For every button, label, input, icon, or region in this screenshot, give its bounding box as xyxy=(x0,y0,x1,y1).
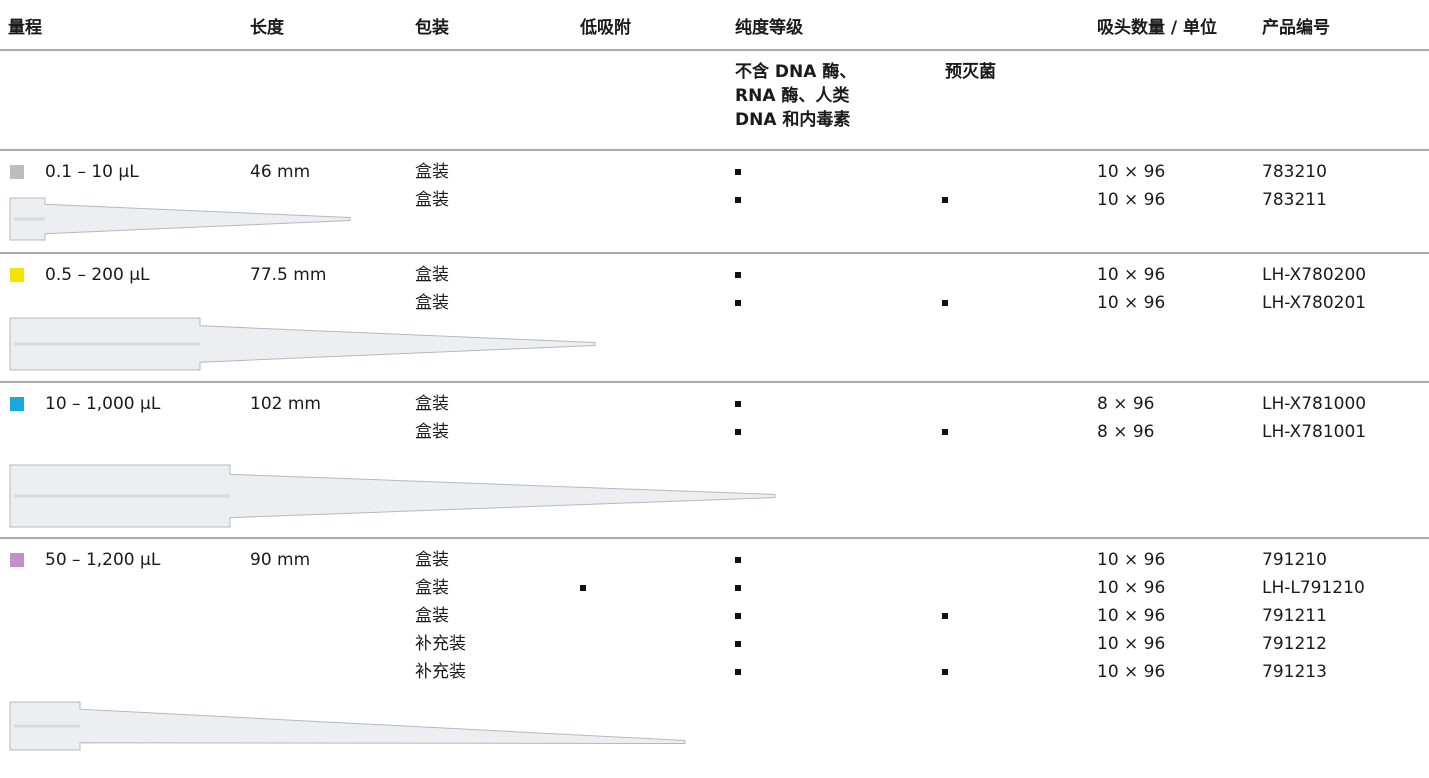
check-mark xyxy=(735,585,741,591)
check-mark xyxy=(735,557,741,563)
package: 盒装 xyxy=(415,293,449,313)
product-number: LH-L791210 xyxy=(1262,578,1365,598)
range: 50 – 1,200 µL xyxy=(45,550,161,570)
package: 盒装 xyxy=(415,550,449,570)
product-number: LH-X781000 xyxy=(1262,394,1366,414)
column-header: 纯度等级 xyxy=(735,17,803,38)
product-number: 791212 xyxy=(1262,634,1327,654)
subcolumn-header: 不含 DNA 酶、 xyxy=(735,61,856,82)
quantity: 10 × 96 xyxy=(1097,293,1165,313)
column-header: 产品编号 xyxy=(1262,17,1330,38)
product-number: 791210 xyxy=(1262,550,1327,570)
quantity: 10 × 96 xyxy=(1097,662,1165,682)
check-mark xyxy=(735,169,741,175)
check-mark xyxy=(580,585,586,591)
column-header: 长度 xyxy=(250,17,285,38)
check-mark xyxy=(735,669,741,675)
quantity: 10 × 96 xyxy=(1097,634,1165,654)
quantity: 10 × 96 xyxy=(1097,162,1165,182)
range: 0.5 – 200 µL xyxy=(45,265,150,285)
check-mark xyxy=(942,429,948,435)
column-header: 包装 xyxy=(415,17,449,38)
length: 102 mm xyxy=(250,394,321,414)
product-number: LH-X781001 xyxy=(1262,422,1366,442)
pipette-tip-illustration xyxy=(9,464,776,528)
product-number: 791213 xyxy=(1262,662,1327,682)
check-mark xyxy=(735,401,741,407)
check-mark xyxy=(942,669,948,675)
package: 盒装 xyxy=(415,265,449,285)
package: 盒装 xyxy=(415,578,449,598)
package: 补充装 xyxy=(415,634,466,654)
range-color-swatch xyxy=(10,165,24,179)
range-color-swatch xyxy=(10,397,24,411)
quantity: 10 × 96 xyxy=(1097,265,1165,285)
range: 0.1 – 10 µL xyxy=(45,162,139,182)
column-header: 吸头数量 / 单位 xyxy=(1097,17,1217,38)
product-number: LH-X780201 xyxy=(1262,293,1366,313)
pipette-tip-illustration xyxy=(9,317,596,371)
check-mark xyxy=(735,197,741,203)
product-number: 783210 xyxy=(1262,162,1327,182)
check-mark xyxy=(735,429,741,435)
check-mark xyxy=(942,197,948,203)
product-number: 791211 xyxy=(1262,606,1327,626)
quantity: 8 × 96 xyxy=(1097,422,1155,442)
package: 盒装 xyxy=(415,606,449,626)
check-mark xyxy=(942,613,948,619)
package: 盒装 xyxy=(415,162,449,182)
subcolumn-header: RNA 酶、人类 xyxy=(735,85,850,106)
check-mark xyxy=(735,641,741,647)
product-number: LH-X780200 xyxy=(1262,265,1366,285)
quantity: 8 × 96 xyxy=(1097,394,1155,414)
check-mark xyxy=(735,272,741,278)
length: 77.5 mm xyxy=(250,265,326,285)
pipette-tip-illustration xyxy=(9,701,686,751)
pipette-tip-illustration xyxy=(9,197,351,241)
product-number: 783211 xyxy=(1262,190,1327,210)
package: 补充装 xyxy=(415,662,466,682)
length: 46 mm xyxy=(250,162,310,182)
quantity: 10 × 96 xyxy=(1097,190,1165,210)
quantity: 10 × 96 xyxy=(1097,606,1165,626)
check-mark xyxy=(735,300,741,306)
length: 90 mm xyxy=(250,550,310,570)
range-color-swatch xyxy=(10,553,24,567)
check-mark xyxy=(735,613,741,619)
package: 盒装 xyxy=(415,190,449,210)
column-header: 量程 xyxy=(8,17,42,38)
range: 10 – 1,000 µL xyxy=(45,394,161,414)
check-mark xyxy=(942,300,948,306)
range-color-swatch xyxy=(10,268,24,282)
column-header: 低吸附 xyxy=(579,17,631,38)
package: 盒装 xyxy=(415,394,449,414)
quantity: 10 × 96 xyxy=(1097,578,1165,598)
quantity: 10 × 96 xyxy=(1097,550,1165,570)
subcolumn-header: DNA 和内毒素 xyxy=(735,109,850,130)
subcolumn-header: 预灭菌 xyxy=(945,62,996,82)
package: 盒装 xyxy=(415,422,449,442)
